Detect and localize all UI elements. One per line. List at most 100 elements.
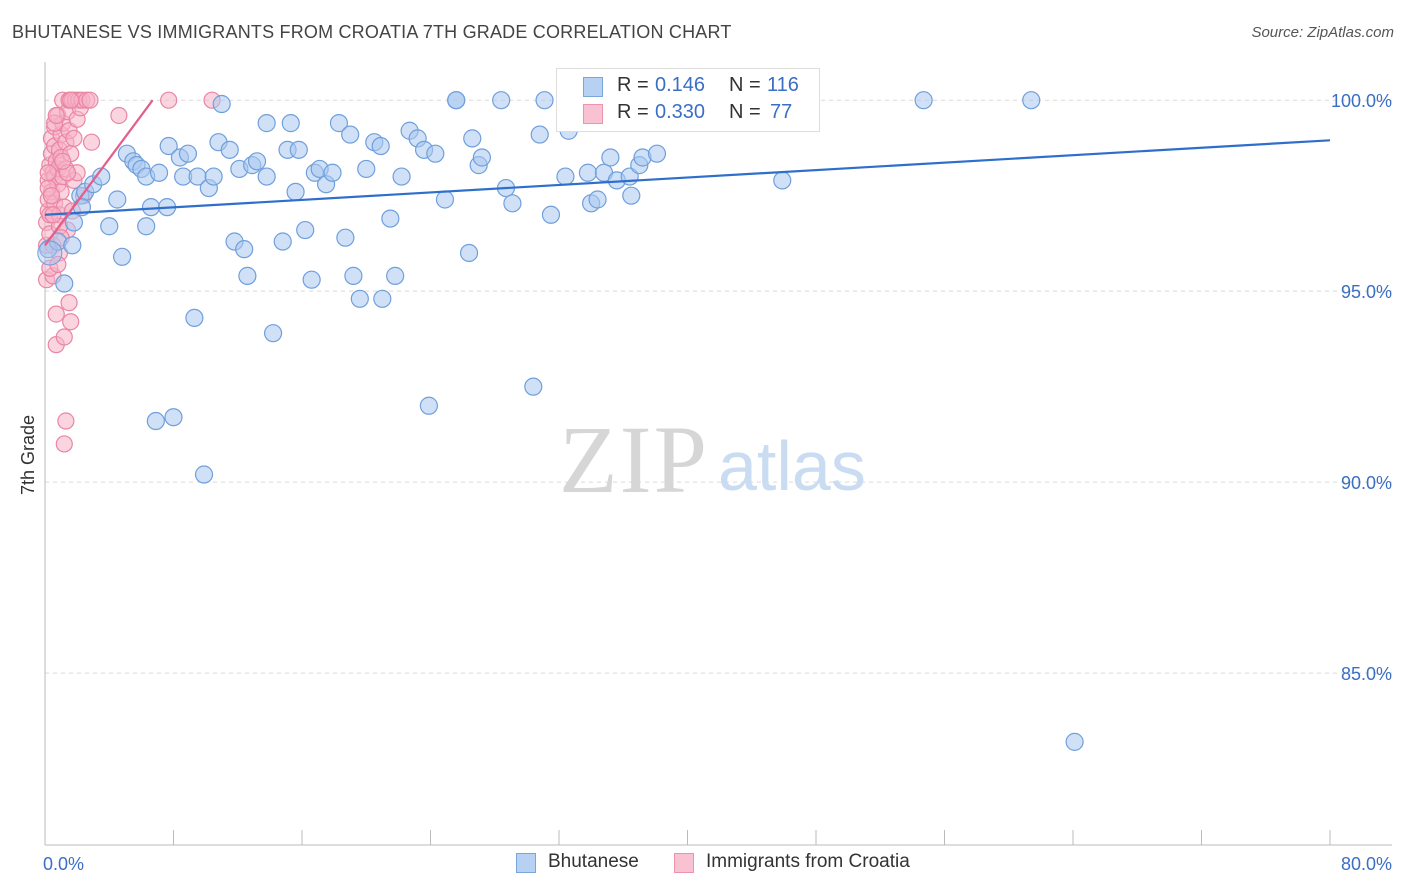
- bhutanese-point: [164, 408, 183, 427]
- bhutanese-point: [141, 198, 161, 217]
- bhutanese-point: [329, 114, 349, 133]
- bhutanese-point: [220, 140, 239, 159]
- bhutanese-point: [257, 167, 276, 186]
- bhutanese-point: [386, 266, 405, 285]
- croatia-point: [47, 305, 65, 323]
- bhutanese-point: [108, 190, 127, 209]
- legend-r-label: R =: [617, 101, 649, 123]
- bhutanese-point: [524, 377, 543, 396]
- bhutanese-point: [914, 91, 933, 110]
- watermark: ZIP atlas: [559, 406, 866, 513]
- y-tick-label: 90.0%: [1341, 473, 1392, 493]
- croatia-point: [54, 152, 72, 170]
- watermark-atlas: atlas: [718, 427, 866, 505]
- bhutanese-point: [1065, 732, 1084, 751]
- bhutanese-point: [426, 144, 445, 163]
- y-tick-label: 95.0%: [1341, 282, 1392, 302]
- legend-n-value: 116: [767, 74, 799, 96]
- bhutanese-point: [472, 148, 491, 167]
- trend-line-bhutanese: [44, 139, 1331, 216]
- bhutanese-point: [503, 194, 522, 213]
- croatia-point: [82, 133, 101, 151]
- bhutanese-point: [204, 167, 223, 186]
- croatia-point: [81, 91, 99, 109]
- bhutanese-point: [373, 289, 392, 308]
- croatia-point: [62, 313, 80, 331]
- bhutanese-point: [541, 205, 561, 224]
- legend-swatch-pink: [674, 853, 694, 873]
- croatia-point: [160, 91, 178, 109]
- bhutanese-point: [235, 240, 254, 259]
- bhutanese-point: [273, 232, 292, 251]
- tick-labels: 100.0% 95.0% 90.0% 85.0% 0.0% 80.0%: [43, 91, 1392, 874]
- bhutanese-point: [63, 236, 82, 255]
- legend-swatch-blue: [583, 77, 603, 97]
- legend-label-croatia: Immigrants from Croatia: [706, 851, 910, 872]
- bhutanese-point: [247, 152, 267, 171]
- bhutanese-point: [64, 213, 84, 232]
- bhutanese-point: [435, 190, 455, 209]
- croatia-point: [49, 255, 67, 274]
- bhutanese-point: [447, 91, 466, 110]
- bhutanese-point: [55, 274, 74, 293]
- watermark-zip: ZIP: [559, 406, 709, 513]
- bhutanese-point: [238, 266, 257, 285]
- croatia-point: [47, 106, 65, 125]
- legend-r-label: R =: [617, 74, 649, 96]
- bhutanese-point: [178, 144, 198, 163]
- bhutanese-point: [492, 91, 511, 110]
- bhutanese-point: [622, 186, 641, 205]
- bhutanese-point: [257, 114, 276, 133]
- bhutanese-point: [212, 94, 231, 114]
- bhutanese-point: [381, 209, 400, 228]
- y-tick-label: 100.0%: [1331, 91, 1392, 111]
- bhutanese-point: [459, 243, 479, 263]
- bhutanese-point: [463, 129, 482, 148]
- bhutanese-point: [341, 125, 360, 144]
- bhutanese-point: [296, 220, 315, 240]
- bhutanese-point: [137, 217, 156, 236]
- series-bhutanese-points: [37, 91, 1084, 751]
- bhutanese-point: [647, 144, 667, 163]
- axes: [44, 62, 1392, 846]
- croatia-point: [110, 106, 128, 125]
- bhutanese-point: [371, 136, 390, 156]
- bhutanese-point: [194, 465, 214, 484]
- bhutanese-point: [556, 167, 575, 186]
- bhutanese-point: [336, 228, 355, 247]
- legend-r-value: 0.330: [655, 101, 706, 123]
- bhutanese-point: [146, 411, 165, 431]
- legend-swatch-blue: [516, 853, 536, 873]
- bhutanese-point: [419, 396, 438, 415]
- croatia-point: [42, 187, 61, 205]
- y-axis-label: 7th Grade: [18, 415, 38, 495]
- bhutanese-point: [159, 136, 178, 156]
- bhutanese-point: [350, 289, 369, 308]
- trend-line-croatia: [44, 99, 154, 246]
- bhutanese-point: [286, 182, 305, 201]
- bhutanese-point: [357, 159, 376, 179]
- bhutanese-point: [37, 240, 63, 266]
- bhutanese-point: [185, 308, 204, 328]
- chart-title: BHUTANESE VS IMMIGRANTS FROM CROATIA 7TH…: [12, 22, 732, 42]
- series-croatia-points: [38, 91, 221, 453]
- bhutanese-point: [263, 324, 283, 343]
- bhutanese-point: [112, 247, 132, 266]
- bhutanese-point: [773, 171, 792, 190]
- croatia-point: [65, 129, 83, 147]
- legend-label-bhutanese: Bhutanese: [548, 851, 639, 872]
- x-tick-label: 0.0%: [43, 854, 84, 874]
- bhutanese-point: [530, 125, 549, 144]
- bhutanese-point: [601, 148, 620, 167]
- bhutanese-point: [302, 270, 321, 289]
- bhutanese-point: [344, 266, 363, 285]
- bhutanese-point: [323, 163, 342, 182]
- stats-legend: R = 0.146 N = 116 R = 0.330 N = 77: [556, 68, 820, 132]
- croatia-point: [55, 328, 73, 346]
- bhutanese-point: [289, 140, 308, 159]
- croatia-point: [55, 435, 73, 453]
- y-tick-label: 85.0%: [1341, 664, 1392, 684]
- bhutanese-point: [149, 163, 169, 182]
- bhutanese-point: [578, 163, 598, 182]
